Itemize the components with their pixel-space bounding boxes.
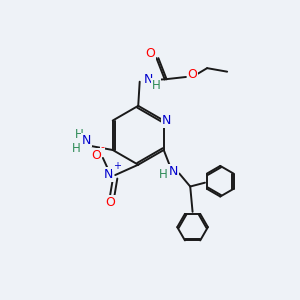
Text: O: O [145,47,155,60]
Text: N: N [104,168,113,181]
Text: N: N [162,114,171,127]
Text: H: H [152,79,160,92]
Text: -: - [101,142,105,152]
Text: H: H [72,142,81,155]
Text: O: O [92,148,101,161]
Text: N: N [82,134,91,147]
Text: O: O [105,196,115,208]
Text: N: N [143,73,153,86]
Text: H: H [75,128,83,141]
Text: N: N [169,165,178,178]
Text: +: + [113,160,121,171]
Text: O: O [188,68,197,80]
Text: H: H [159,168,168,181]
